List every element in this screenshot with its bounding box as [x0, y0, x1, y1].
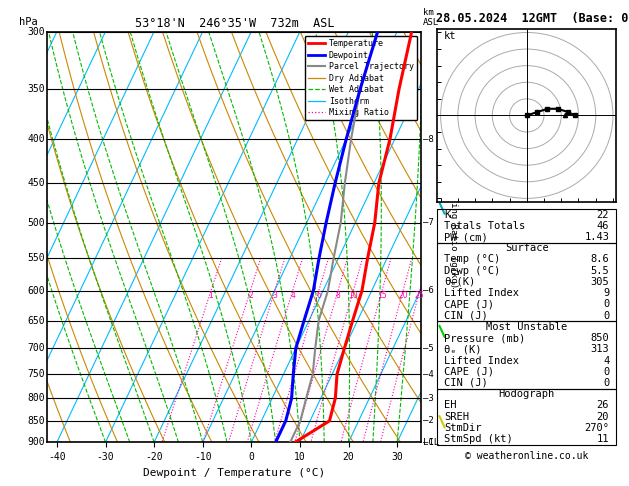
Text: PW (cm): PW (cm): [444, 232, 488, 242]
Text: 15: 15: [377, 291, 387, 300]
Text: 1: 1: [209, 291, 213, 300]
Text: –7: –7: [423, 218, 434, 227]
Text: Pressure (mb): Pressure (mb): [444, 333, 526, 343]
Text: 4: 4: [603, 355, 610, 365]
Text: CIN (J): CIN (J): [444, 311, 488, 321]
X-axis label: Dewpoint / Temperature (°C): Dewpoint / Temperature (°C): [143, 468, 325, 478]
Text: 1.43: 1.43: [584, 232, 610, 242]
Text: 46: 46: [597, 221, 610, 231]
Text: 450: 450: [28, 178, 45, 188]
Text: CAPE (J): CAPE (J): [444, 367, 494, 377]
Text: 750: 750: [28, 369, 45, 379]
Text: Temp (°C): Temp (°C): [444, 255, 501, 264]
Text: 300: 300: [28, 27, 45, 36]
Bar: [437, 389, 616, 445]
Text: 500: 500: [28, 218, 45, 227]
Text: Lifted Index: Lifted Index: [444, 355, 520, 365]
Text: 270°: 270°: [584, 423, 610, 433]
Text: LCL: LCL: [423, 438, 440, 447]
Text: 28.05.2024  12GMT  (Base: 00): 28.05.2024 12GMT (Base: 00): [436, 12, 629, 25]
Text: 850: 850: [591, 333, 610, 343]
Text: –6: –6: [423, 286, 434, 295]
Text: –1: –1: [423, 438, 434, 447]
Text: 800: 800: [28, 393, 45, 403]
Text: 10: 10: [348, 291, 358, 300]
Text: –5: –5: [423, 344, 434, 353]
Text: 400: 400: [28, 134, 45, 144]
Text: 8: 8: [336, 291, 340, 300]
Text: 25: 25: [415, 291, 425, 300]
Text: Lifted Index: Lifted Index: [444, 288, 520, 298]
Text: 0: 0: [603, 311, 610, 321]
Text: SREH: SREH: [444, 412, 469, 422]
Text: θₑ(K): θₑ(K): [444, 277, 476, 287]
Text: K: K: [444, 209, 450, 220]
Text: StmSpd (kt): StmSpd (kt): [444, 434, 513, 444]
Text: 650: 650: [28, 315, 45, 326]
Text: 3: 3: [272, 291, 277, 300]
Text: 6: 6: [316, 291, 321, 300]
Text: –2: –2: [423, 417, 434, 425]
Bar: [437, 243, 616, 321]
Text: 8.6: 8.6: [591, 255, 610, 264]
Text: 2: 2: [248, 291, 253, 300]
Bar: [437, 321, 616, 389]
Legend: Temperature, Dewpoint, Parcel Trajectory, Dry Adiabat, Wet Adiabat, Isotherm, Mi: Temperature, Dewpoint, Parcel Trajectory…: [305, 36, 417, 121]
Text: –4: –4: [423, 370, 434, 379]
Text: Most Unstable: Most Unstable: [486, 322, 567, 332]
Text: © weatheronline.co.uk: © weatheronline.co.uk: [465, 451, 589, 461]
Text: 26: 26: [597, 400, 610, 410]
Text: 22: 22: [597, 209, 610, 220]
Text: Totals Totals: Totals Totals: [444, 221, 526, 231]
Text: EH: EH: [444, 400, 457, 410]
Text: 850: 850: [28, 416, 45, 426]
Text: Hodograph: Hodograph: [499, 389, 555, 399]
Text: 9: 9: [603, 288, 610, 298]
Text: 313: 313: [591, 344, 610, 354]
Text: km
ASL: km ASL: [423, 8, 440, 28]
Text: hPa: hPa: [19, 17, 38, 28]
Text: 350: 350: [28, 84, 45, 94]
Text: 550: 550: [28, 253, 45, 263]
Text: CAPE (J): CAPE (J): [444, 299, 494, 310]
Text: Mixing Ratio (g/kg): Mixing Ratio (g/kg): [448, 186, 458, 288]
Text: 600: 600: [28, 286, 45, 295]
Text: 900: 900: [28, 437, 45, 447]
Text: kt: kt: [444, 31, 457, 41]
Text: 0: 0: [603, 299, 610, 310]
Text: StmDir: StmDir: [444, 423, 482, 433]
Text: 305: 305: [591, 277, 610, 287]
Text: θₑ (K): θₑ (K): [444, 344, 482, 354]
Title: 53°18'N  246°35'W  732m  ASL: 53°18'N 246°35'W 732m ASL: [135, 17, 334, 31]
Text: 4: 4: [290, 291, 295, 300]
Text: Dewp (°C): Dewp (°C): [444, 266, 501, 276]
Text: –3: –3: [423, 394, 434, 403]
Text: Surface: Surface: [505, 243, 548, 253]
Text: CIN (J): CIN (J): [444, 378, 488, 388]
Text: 0: 0: [603, 367, 610, 377]
Bar: [437, 209, 616, 243]
Text: 20: 20: [597, 412, 610, 422]
Text: 700: 700: [28, 343, 45, 353]
Text: –8: –8: [423, 135, 434, 144]
Text: 11: 11: [597, 434, 610, 444]
Text: 5.5: 5.5: [591, 266, 610, 276]
Text: 0: 0: [603, 378, 610, 388]
Text: 20: 20: [398, 291, 408, 300]
